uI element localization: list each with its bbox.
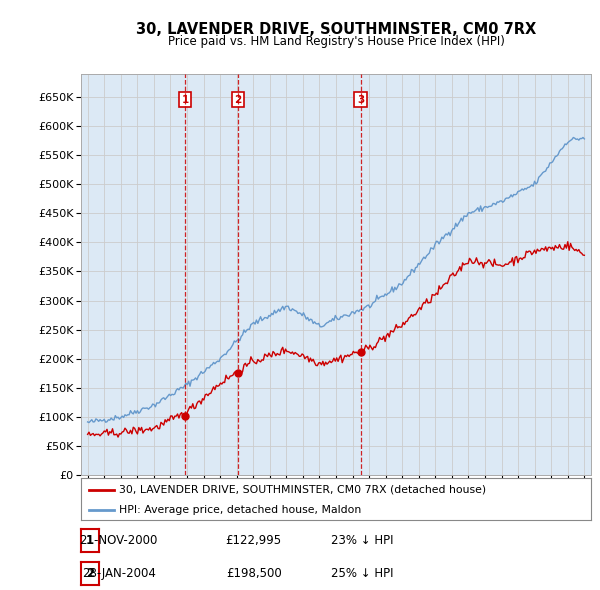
Text: 1: 1 [86,534,94,547]
Text: 28-JAN-2004: 28-JAN-2004 [82,567,156,580]
Text: 21-NOV-2000: 21-NOV-2000 [80,534,158,547]
Text: HPI: Average price, detached house, Maldon: HPI: Average price, detached house, Mald… [119,505,361,514]
Text: 30, LAVENDER DRIVE, SOUTHMINSTER, CM0 7RX (detached house): 30, LAVENDER DRIVE, SOUTHMINSTER, CM0 7R… [119,485,487,495]
Text: £122,995: £122,995 [226,534,282,547]
Text: 1: 1 [182,95,189,105]
Text: 2: 2 [234,95,241,105]
Text: 2: 2 [86,567,94,580]
Text: £198,500: £198,500 [226,567,281,580]
Text: 3: 3 [357,95,364,105]
Text: 23% ↓ HPI: 23% ↓ HPI [331,534,393,547]
Text: 25% ↓ HPI: 25% ↓ HPI [331,567,393,580]
Text: 30, LAVENDER DRIVE, SOUTHMINSTER, CM0 7RX: 30, LAVENDER DRIVE, SOUTHMINSTER, CM0 7R… [136,22,536,37]
Text: Price paid vs. HM Land Registry's House Price Index (HPI): Price paid vs. HM Land Registry's House … [167,35,505,48]
